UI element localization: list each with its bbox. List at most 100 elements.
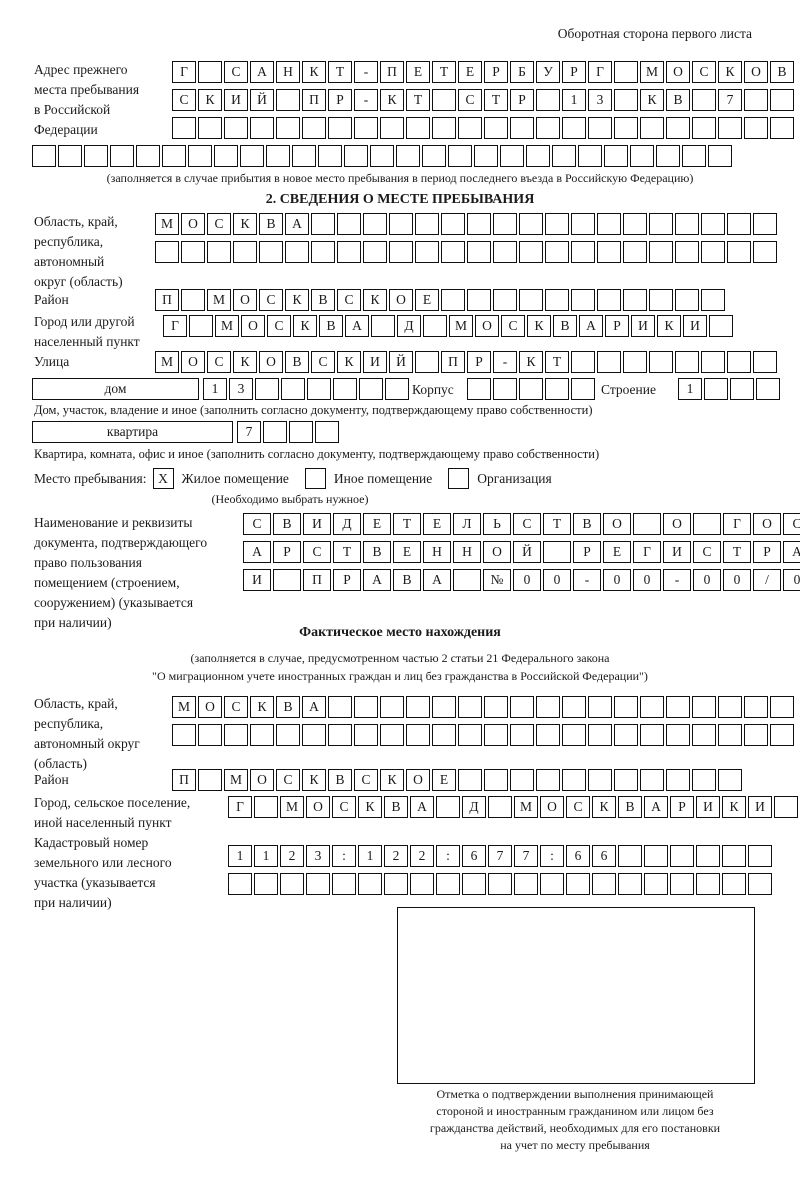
form-cell[interactable] xyxy=(255,378,279,400)
form-cell[interactable] xyxy=(623,289,647,311)
form-cell[interactable] xyxy=(670,845,694,867)
form-cell[interactable]: О xyxy=(603,513,631,535)
form-cell[interactable] xyxy=(172,724,196,746)
form-cell[interactable] xyxy=(371,315,395,337)
form-cell[interactable] xyxy=(693,513,721,535)
form-cell[interactable] xyxy=(571,351,595,373)
form-cell[interactable] xyxy=(510,724,534,746)
form-cell[interactable]: К xyxy=(337,351,361,373)
form-cell[interactable] xyxy=(58,145,82,167)
form-cell[interactable]: Р xyxy=(753,541,781,563)
form-cell[interactable] xyxy=(640,724,664,746)
form-cell[interactable]: К xyxy=(592,796,616,818)
form-cell[interactable]: Й xyxy=(250,89,274,111)
form-cell[interactable]: 1 xyxy=(562,89,586,111)
form-cell[interactable] xyxy=(718,117,742,139)
form-cell[interactable] xyxy=(467,378,491,400)
stroenie-cells[interactable]: 1 xyxy=(678,378,780,400)
form-cell[interactable]: А xyxy=(302,696,326,718)
form-cell[interactable] xyxy=(649,213,673,235)
form-cell[interactable] xyxy=(770,117,794,139)
form-cell[interactable] xyxy=(432,724,456,746)
form-cell[interactable] xyxy=(656,145,680,167)
form-cell[interactable] xyxy=(744,696,768,718)
form-cell[interactable]: К xyxy=(640,89,664,111)
form-cell[interactable] xyxy=(701,289,725,311)
form-cell[interactable] xyxy=(588,769,612,791)
form-cell[interactable]: О xyxy=(306,796,330,818)
form-cell[interactable] xyxy=(344,145,368,167)
form-cell[interactable]: Д xyxy=(333,513,361,535)
form-cell[interactable] xyxy=(198,61,222,83)
form-cell[interactable] xyxy=(354,696,378,718)
stay-type-option-2-checkbox[interactable] xyxy=(448,468,470,489)
form-cell[interactable] xyxy=(753,241,777,263)
form-cell[interactable] xyxy=(552,145,576,167)
form-cell[interactable]: - xyxy=(663,569,691,591)
form-cell[interactable] xyxy=(162,145,186,167)
form-cell[interactable] xyxy=(510,769,534,791)
form-cell[interactable] xyxy=(136,145,160,167)
form-cell[interactable]: С xyxy=(276,769,300,791)
form-cell[interactable]: - xyxy=(493,351,517,373)
form-cell[interactable] xyxy=(359,378,383,400)
form-cell[interactable]: Т xyxy=(328,61,352,83)
form-cell[interactable]: С xyxy=(501,315,525,337)
form-cell[interactable] xyxy=(307,378,331,400)
form-cell[interactable] xyxy=(181,241,205,263)
form-cell[interactable]: И xyxy=(748,796,772,818)
form-cell[interactable] xyxy=(488,796,512,818)
form-cell[interactable]: К xyxy=(250,696,274,718)
form-cell[interactable] xyxy=(692,696,716,718)
form-cell[interactable]: К xyxy=(722,796,746,818)
form-cell[interactable] xyxy=(692,117,716,139)
stay-type-option-0-checkbox[interactable]: X xyxy=(152,468,174,489)
form-cell[interactable] xyxy=(188,145,212,167)
form-cell[interactable] xyxy=(510,117,534,139)
form-cell[interactable] xyxy=(406,696,430,718)
form-cell[interactable] xyxy=(623,213,647,235)
form-cell[interactable] xyxy=(273,569,301,591)
form-cell[interactable]: В xyxy=(393,569,421,591)
form-cell[interactable]: В xyxy=(259,213,283,235)
form-cell[interactable]: Т xyxy=(393,513,421,535)
form-cell[interactable] xyxy=(354,117,378,139)
stay-type-option-1-checkbox[interactable] xyxy=(304,468,326,489)
form-cell[interactable]: Т xyxy=(723,541,751,563)
form-cell[interactable] xyxy=(675,351,699,373)
form-cell[interactable] xyxy=(562,769,586,791)
form-cell[interactable] xyxy=(389,213,413,235)
form-cell[interactable]: П xyxy=(441,351,465,373)
form-cell[interactable] xyxy=(389,241,413,263)
form-cell[interactable]: П xyxy=(172,769,196,791)
form-cell[interactable]: 3 xyxy=(229,378,253,400)
form-cell[interactable] xyxy=(263,421,287,443)
form-cell[interactable]: С xyxy=(207,213,231,235)
form-cell[interactable] xyxy=(692,769,716,791)
form-cell[interactable]: К xyxy=(293,315,317,337)
form-cell[interactable]: О xyxy=(233,289,257,311)
form-cell[interactable] xyxy=(675,213,699,235)
form-cell[interactable] xyxy=(649,289,673,311)
form-cell[interactable] xyxy=(640,117,664,139)
form-cell[interactable] xyxy=(545,289,569,311)
form-cell[interactable] xyxy=(240,145,264,167)
form-cell[interactable]: А xyxy=(644,796,668,818)
form-cell[interactable] xyxy=(701,351,725,373)
form-cell[interactable]: С xyxy=(783,513,800,535)
form-cell[interactable]: К xyxy=(285,289,309,311)
form-cell[interactable] xyxy=(484,724,508,746)
form-cell[interactable]: С xyxy=(692,61,716,83)
form-cell[interactable]: М xyxy=(224,769,248,791)
form-cell[interactable] xyxy=(644,873,668,895)
form-cell[interactable] xyxy=(640,696,664,718)
form-cell[interactable] xyxy=(708,145,732,167)
form-cell[interactable] xyxy=(493,213,517,235)
form-cell[interactable]: Т xyxy=(432,61,456,83)
form-cell[interactable] xyxy=(744,89,768,111)
